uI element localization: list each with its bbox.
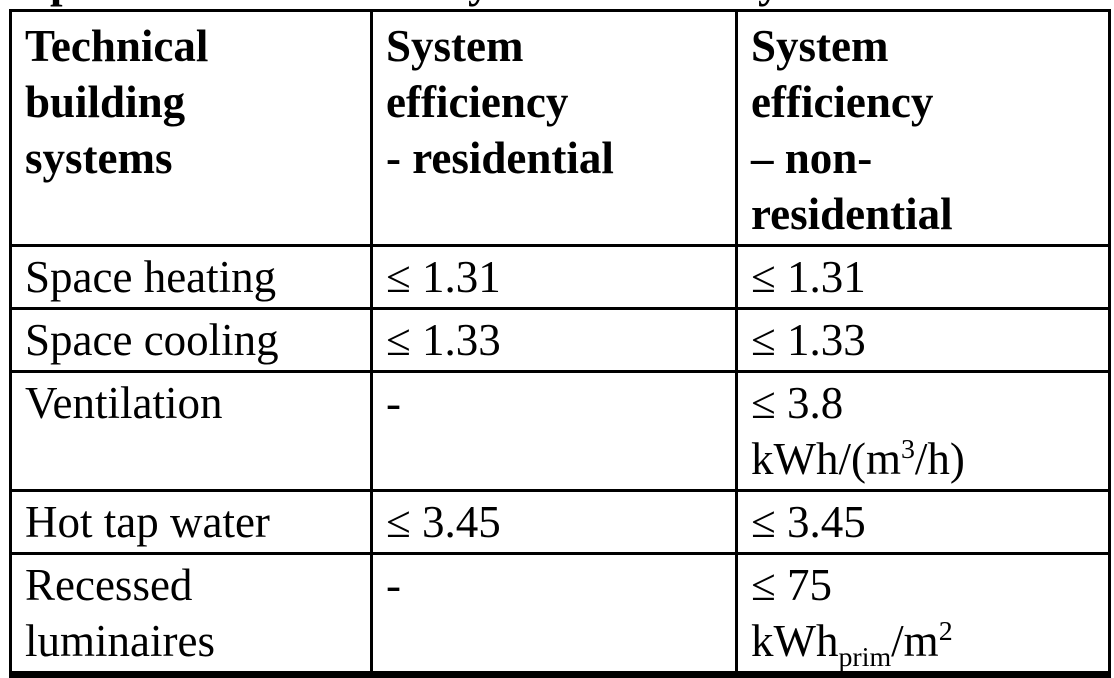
building-systems-efficiency-table: Technical building systems System effici… bbox=[9, 9, 1111, 678]
cell-non-residential-value: ≤ 3.45 bbox=[735, 489, 1111, 555]
cell-non-residential-value: ≤ 3.8 kWh/(m3/h) bbox=[735, 370, 1111, 492]
cell-residential-value: ≤ 1.33 bbox=[370, 307, 738, 373]
cell-residential-value: - bbox=[370, 370, 738, 492]
header-system-efficiency-non-residential: System efficiency – non- residential bbox=[735, 9, 1111, 247]
table-row-space-cooling: Space cooling ≤ 1.33 ≤ 1.33 bbox=[9, 307, 1111, 373]
cropped-caption-remnant: p y y bbox=[0, 0, 1114, 7]
header-line: building bbox=[25, 77, 186, 127]
header-line: – non- bbox=[751, 133, 873, 183]
cell-residential-value: ≤ 3.45 bbox=[370, 489, 738, 555]
value-limit: ≤ 75 bbox=[751, 560, 832, 610]
header-line: - residential bbox=[386, 133, 614, 183]
cell-residential-value: ≤ 1.31 bbox=[370, 244, 738, 310]
header-line: System bbox=[386, 21, 524, 71]
caption-descender-fragment: y bbox=[468, 0, 491, 5]
table-row-hot-tap-water: Hot tap water ≤ 3.45 ≤ 3.45 bbox=[9, 489, 1111, 555]
superscript: 2 bbox=[938, 616, 953, 647]
cell-system-name: Ventilation bbox=[9, 370, 373, 492]
header-line: System bbox=[751, 21, 889, 71]
value-unit: kWh/(m3/h) bbox=[751, 434, 965, 484]
superscript: 3 bbox=[900, 434, 915, 465]
cell-system-name: Space cooling bbox=[9, 307, 373, 373]
table-row-recessed-luminaires: Recessed luminaires - ≤ 75 kWhprim/m2 bbox=[9, 552, 1111, 676]
cell-system-name: Space heating bbox=[9, 244, 373, 310]
table-header-row: Technical building systems System effici… bbox=[9, 9, 1111, 247]
cell-non-residential-value: ≤ 1.31 bbox=[735, 244, 1111, 310]
cell-non-residential-value: ≤ 75 kWhprim/m2 bbox=[735, 552, 1111, 676]
cell-system-name: Recessed luminaires bbox=[9, 552, 373, 676]
header-technical-building-systems: Technical building systems bbox=[9, 9, 373, 247]
cell-residential-value: - bbox=[370, 552, 738, 676]
subscript: prim bbox=[838, 642, 892, 673]
header-line: Technical bbox=[25, 21, 209, 71]
header-line: efficiency bbox=[386, 77, 569, 127]
table-row-space-heating: Space heating ≤ 1.31 ≤ 1.31 bbox=[9, 244, 1111, 310]
caption-descender-fragment: p bbox=[50, 0, 75, 5]
cell-non-residential-value: ≤ 1.33 bbox=[735, 307, 1111, 373]
header-line: systems bbox=[25, 133, 173, 183]
value-limit: ≤ 3.8 bbox=[751, 378, 844, 428]
value-unit: kWhprim/m2 bbox=[751, 616, 953, 673]
cell-system-name: Hot tap water bbox=[9, 489, 373, 555]
table-row-ventilation: Ventilation - ≤ 3.8 kWh/(m3/h) bbox=[9, 370, 1111, 492]
header-line: residential bbox=[751, 189, 953, 239]
caption-descender-fragment: y bbox=[758, 0, 781, 5]
header-line: efficiency bbox=[751, 77, 934, 127]
header-system-efficiency-residential: System efficiency - residential bbox=[370, 9, 738, 247]
